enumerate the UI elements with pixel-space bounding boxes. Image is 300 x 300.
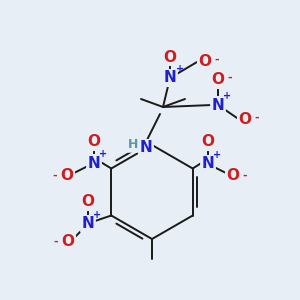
Text: N: N (88, 155, 100, 170)
Text: O: O (82, 194, 94, 209)
Text: -: - (215, 55, 219, 65)
Text: -: - (53, 171, 57, 181)
Text: O: O (61, 169, 74, 184)
Text: N: N (164, 70, 176, 86)
Text: O: O (164, 50, 176, 64)
Text: +: + (99, 149, 107, 159)
Text: O: O (199, 55, 212, 70)
Text: -: - (54, 237, 58, 247)
Text: H: H (128, 139, 138, 152)
Text: +: + (223, 91, 231, 101)
Text: O: O (61, 235, 74, 250)
Text: O: O (238, 112, 251, 128)
Text: N: N (202, 157, 214, 172)
Text: O: O (202, 134, 214, 149)
Text: O: O (226, 169, 239, 184)
Text: N: N (82, 217, 94, 232)
Text: +: + (93, 210, 101, 220)
Text: O: O (212, 73, 224, 88)
Text: -: - (228, 73, 232, 83)
Text: -: - (243, 171, 247, 181)
Text: +: + (213, 150, 221, 160)
Text: -: - (255, 113, 259, 123)
Text: O: O (88, 134, 100, 149)
Text: N: N (140, 140, 152, 155)
Text: N: N (212, 98, 224, 112)
Text: +: + (176, 64, 184, 74)
